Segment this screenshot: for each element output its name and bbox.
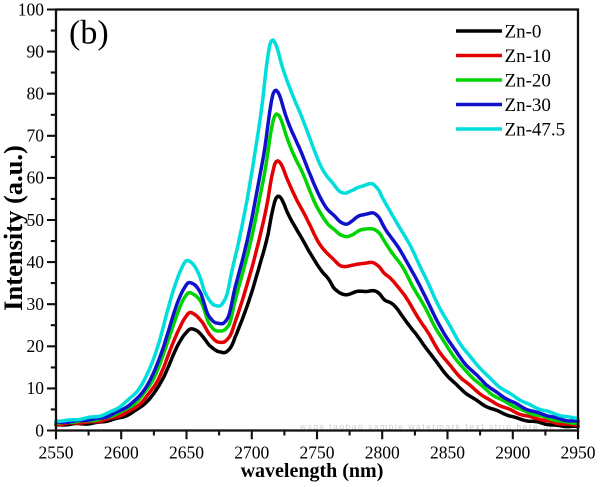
svg-text:Zn-10: Zn-10 [505,46,551,67]
svg-text:2950: 2950 [561,443,596,463]
svg-text:Zn-47.5: Zn-47.5 [505,120,566,141]
svg-text:Zn-30: Zn-30 [505,95,551,116]
svg-text:2800: 2800 [365,443,400,463]
svg-text:2700: 2700 [234,443,269,463]
svg-text:Zn-20: Zn-20 [505,71,551,92]
svg-text:50: 50 [27,210,45,230]
svg-text:100: 100 [18,0,45,19]
svg-text:70: 70 [27,126,45,146]
svg-text:Zn-0: Zn-0 [505,22,542,43]
svg-text:30: 30 [27,294,45,314]
svg-text:20: 20 [27,336,45,356]
svg-text:2650: 2650 [169,443,204,463]
svg-text:2850: 2850 [430,443,465,463]
svg-text:Intensity (a.u.): Intensity (a.u.) [0,145,28,311]
svg-text:wsgs taobao sample watermark t: wsgs taobao sample watermark text strip … [299,422,555,432]
svg-text:90: 90 [27,41,45,61]
svg-text:60: 60 [27,168,45,188]
svg-text:2600: 2600 [104,443,139,463]
svg-text:(b): (b) [69,15,109,52]
svg-text:2750: 2750 [300,443,335,463]
svg-text:40: 40 [27,252,45,272]
svg-text:2550: 2550 [39,443,74,463]
svg-text:80: 80 [27,84,45,104]
svg-text:10: 10 [27,378,45,398]
svg-text:2900: 2900 [495,443,530,463]
svg-text:wavelength (nm): wavelength (nm) [241,460,384,482]
svg-text:0: 0 [35,420,44,440]
